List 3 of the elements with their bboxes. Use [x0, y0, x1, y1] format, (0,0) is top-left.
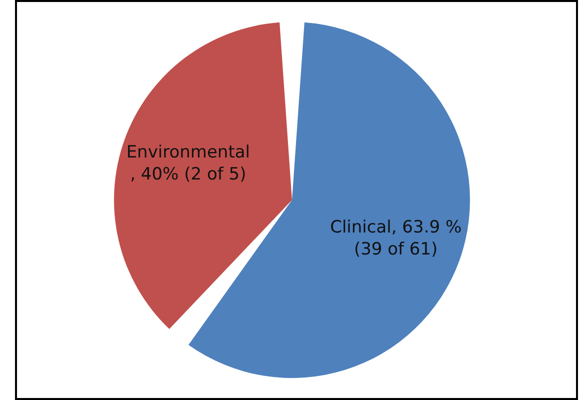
slice-label: Clinical, 63.9 % (39 of 61) [330, 217, 462, 260]
data-label: , 40% (2 of 5) [130, 164, 246, 185]
slice-label: Environmental [126, 142, 250, 163]
